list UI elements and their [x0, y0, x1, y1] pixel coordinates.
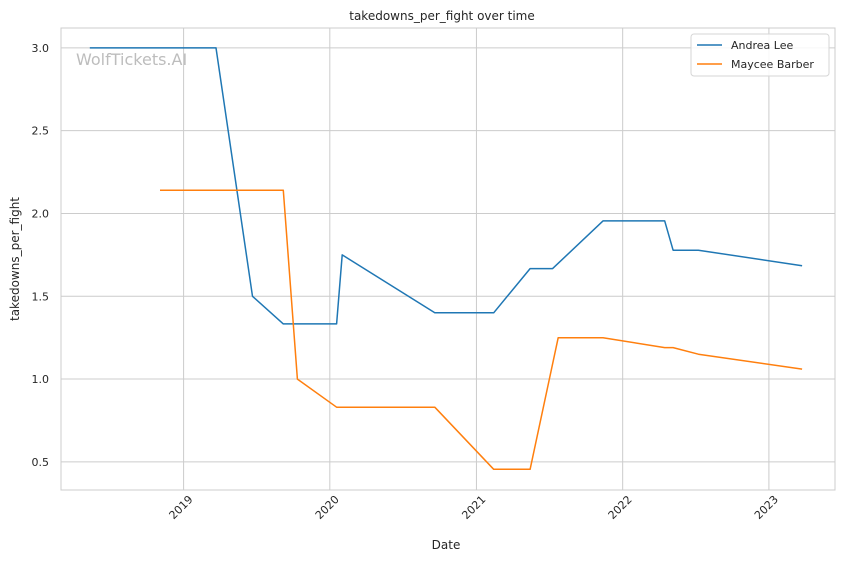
series-line-andrea-lee: [89, 47, 803, 325]
y-tick-label: 2.5: [32, 125, 50, 138]
y-axis-label: takedowns_per_fight: [8, 197, 22, 321]
y-tick-label: 3.0: [32, 42, 50, 55]
y-tick-label: 2.0: [32, 207, 50, 220]
legend-box: [690, 33, 830, 77]
chart-title: takedowns_per_fight over time: [349, 9, 535, 23]
legend: Andrea Lee Maycee Barber: [690, 33, 830, 77]
watermark: WolfTickets.AI: [76, 50, 187, 69]
legend-label-andrea-lee: Andrea Lee: [731, 39, 793, 52]
series-line-maycee-barber: [160, 189, 803, 471]
y-tick-label: 0.5: [32, 456, 50, 469]
series-layer: [89, 47, 803, 471]
plot-area-frame: [60, 27, 836, 491]
x-axis-label: Date: [432, 538, 461, 552]
legend-label-maycee-barber: Maycee Barber: [731, 58, 814, 71]
y-tick-label: 1.5: [32, 290, 50, 303]
y-tick-label: 1.0: [32, 373, 50, 386]
